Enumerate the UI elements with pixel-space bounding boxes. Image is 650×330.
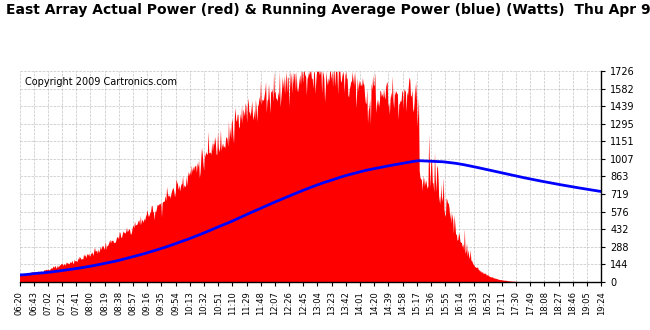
Text: East Array Actual Power (red) & Running Average Power (blue) (Watts)  Thu Apr 9 : East Array Actual Power (red) & Running … (6, 3, 650, 17)
Text: Copyright 2009 Cartronics.com: Copyright 2009 Cartronics.com (25, 78, 177, 87)
